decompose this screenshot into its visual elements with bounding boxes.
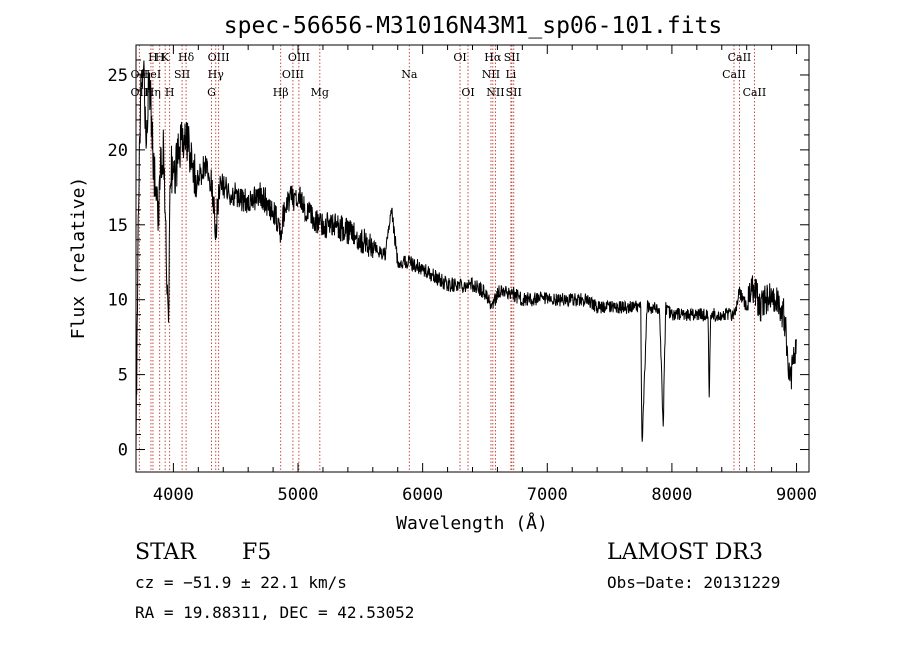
spectral-line-label: H xyxy=(148,51,158,64)
spectral-line-label: Hδ xyxy=(178,51,195,64)
spectral-line-label: G xyxy=(207,86,216,99)
redshift-velocity: cz = −51.9 ± 22.1 km/s xyxy=(135,573,347,592)
y-tick-label: 25 xyxy=(108,66,128,86)
coordinates: RA = 19.88311, DEC = 42.53052 xyxy=(135,603,415,622)
object-subclass: F5 xyxy=(242,540,272,565)
spectral-line-label: SII xyxy=(504,51,520,64)
spectral-line-label: HeI xyxy=(141,68,161,81)
spectral-line-label: Mg xyxy=(311,86,329,99)
plot-frame xyxy=(135,44,810,473)
x-tick-label: 7000 xyxy=(527,485,568,505)
spectral-line-label: Hγ xyxy=(208,68,225,81)
observation-date: Obs−Date: 20131229 xyxy=(607,573,781,592)
spectral-line-label: CaII xyxy=(728,51,752,64)
spectral-line-label: OI xyxy=(461,86,474,99)
spectral-line-label: OI xyxy=(453,51,466,64)
spectral-line-label: H xyxy=(155,51,165,64)
y-tick-label: 5 xyxy=(118,366,128,386)
x-tick-label: 4000 xyxy=(153,485,194,505)
x-axis-label: Wavelength (Å) xyxy=(396,512,548,534)
spectral-line-label: NII xyxy=(482,68,500,81)
spectral-line-label: OIII xyxy=(282,68,304,81)
y-axis-label: Flux (relative) xyxy=(68,177,89,340)
y-tick-label: 10 xyxy=(108,291,128,311)
spectral-line-label: Hβ xyxy=(273,86,289,99)
spectral-line-label: H xyxy=(165,86,175,99)
y-tick-label: 20 xyxy=(108,141,128,161)
spectral-line-label: Hη xyxy=(145,86,161,99)
x-tick-label: 6000 xyxy=(402,485,443,505)
x-axis: 4000 5000 6000 7000 8000 9000 xyxy=(153,45,817,505)
survey-name: LAMOST DR3 xyxy=(607,540,763,565)
object-class: STAR xyxy=(135,540,196,565)
spectral-line-label: OIII xyxy=(208,51,230,64)
spectral-line-label: SII xyxy=(506,86,522,99)
x-tick-label: 9000 xyxy=(776,485,817,505)
spectral-line-label: CaII xyxy=(743,86,767,99)
y-tick-label: 0 xyxy=(118,441,128,461)
spectral-line-label: SII xyxy=(174,68,190,81)
x-tick-label: 5000 xyxy=(278,485,319,505)
spectral-line-label: Hα xyxy=(484,51,502,64)
chart-title: spec-56656-M31016N43M1_sp06-101.fits xyxy=(224,13,723,39)
y-tick-label: 15 xyxy=(108,216,128,236)
spectral-line-label: Na xyxy=(401,68,418,81)
spectrum-line xyxy=(135,60,797,450)
spectral-line-label: CaII xyxy=(722,68,746,81)
x-tick-label: 8000 xyxy=(651,485,692,505)
spectral-line-label: NII xyxy=(486,86,504,99)
spectral-line-label: K xyxy=(161,51,170,64)
spectral-line-label: OIII xyxy=(288,51,310,64)
y-axis: 0 5 10 15 20 25 xyxy=(108,59,809,461)
spectral-line-label: OII xyxy=(131,86,149,99)
spectral-line-label: Li xyxy=(505,68,516,81)
